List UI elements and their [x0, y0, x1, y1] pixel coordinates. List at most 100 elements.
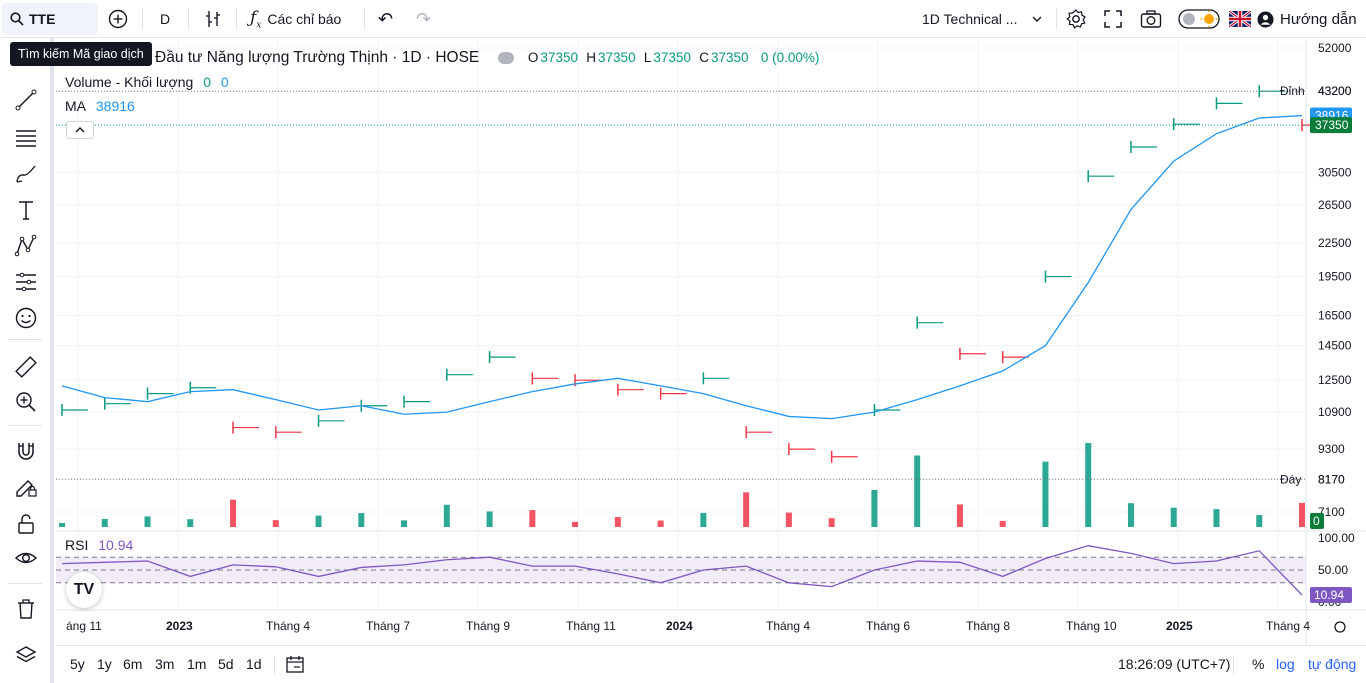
price-tick-label: 16500: [1318, 308, 1352, 322]
price-tick-label: 14500: [1318, 339, 1352, 353]
price-tick-label: 9300: [1318, 442, 1345, 456]
volume-bar: [1170, 507, 1177, 527]
volume-value-1: 0: [203, 74, 211, 90]
change-value: 0 (0.00%): [760, 50, 820, 65]
axis-settings-icon[interactable]: [1334, 621, 1346, 633]
pattern-icon: [14, 234, 37, 257]
range-1m-button[interactable]: 1m: [187, 656, 207, 672]
sun-toggle-icon: [1178, 9, 1220, 29]
volume-bar: [999, 520, 1006, 527]
hide-drawings-tool[interactable]: [10, 543, 42, 573]
indicators-button[interactable]: ƒx Các chỉ báo: [250, 0, 341, 38]
volume-bar: [401, 520, 408, 527]
gear-icon: [1066, 9, 1086, 29]
remove-drawings-tool[interactable]: [10, 594, 42, 624]
price-tick-label: 30500: [1318, 165, 1352, 179]
time-tick-label: 2025: [1166, 619, 1193, 633]
toolbar-divider: [188, 8, 189, 30]
measure-lines-icon: [16, 272, 36, 292]
fib-tool[interactable]: [10, 122, 42, 152]
range-5d-button[interactable]: 5d: [218, 656, 234, 672]
chart-type-button[interactable]: [203, 0, 223, 38]
trend-line-icon: [15, 89, 37, 111]
time-tick-label: áng 11: [66, 619, 102, 633]
ma-legend[interactable]: MA 38916: [65, 98, 137, 114]
toolbar-divider: [8, 339, 42, 340]
time-tick-label: Tháng 9: [466, 619, 510, 633]
zoom-tool[interactable]: [10, 387, 42, 417]
lock-drawings-tool[interactable]: [10, 509, 42, 539]
volume-bar: [1213, 509, 1220, 527]
volume-legend[interactable]: Volume - Khối lượng 0 0: [65, 74, 231, 90]
peak-label: Đỉnh: [1280, 84, 1305, 98]
peak-value: 43200: [1318, 84, 1352, 98]
ruler-tool[interactable]: [10, 352, 42, 382]
stay-drawing-tool[interactable]: [10, 472, 42, 502]
auto-scale-toggle[interactable]: tự động: [1308, 656, 1357, 672]
volume-bar: [272, 520, 279, 527]
lock-open-icon: [18, 514, 34, 534]
time-tick-label: Tháng 4: [1266, 619, 1310, 633]
search-icon: [10, 12, 24, 26]
volume-bar: [572, 521, 579, 527]
trash-icon: [18, 599, 34, 619]
layout-menu-button[interactable]: 1D Technical ...: [922, 0, 1043, 38]
volume-bar: [187, 519, 194, 527]
price-chart[interactable]: 52000 43200 30500 26500 22500 19500 16500 14500…: [56, 40, 1366, 644]
magnet-tool[interactable]: [10, 436, 42, 466]
range-1d-button[interactable]: 1d: [246, 656, 262, 672]
zoom-in-icon: [16, 392, 36, 412]
symbol-search-button[interactable]: TTE: [2, 3, 98, 35]
prediction-tool[interactable]: [10, 267, 42, 297]
screenshot-button[interactable]: [1140, 0, 1162, 38]
pattern-tool[interactable]: [10, 231, 42, 261]
fullscreen-button[interactable]: [1103, 0, 1123, 38]
text-tool[interactable]: [10, 195, 42, 225]
settings-button[interactable]: [1065, 0, 1087, 38]
ma-value: 38916: [95, 98, 135, 114]
undo-button[interactable]: ↶: [378, 0, 393, 38]
brush-icon: [16, 165, 36, 183]
calendar-icon: [286, 656, 304, 673]
trough-value: 8170: [1318, 472, 1345, 486]
emoji-tool[interactable]: [10, 303, 42, 333]
high-label: H: [586, 50, 597, 65]
theme-toggle[interactable]: [1178, 0, 1220, 38]
range-6m-button[interactable]: 6m: [123, 656, 143, 672]
compare-symbol-button[interactable]: [108, 0, 128, 38]
range-5y-button[interactable]: 5y: [70, 656, 85, 672]
interval-button[interactable]: D: [160, 0, 170, 38]
percent-scale-toggle[interactable]: %: [1252, 656, 1265, 672]
rsi-label: RSI: [65, 537, 89, 553]
collapse-legend-button[interactable]: [66, 121, 94, 139]
trend-line-tool[interactable]: [10, 85, 42, 115]
toolbar-divider: [274, 656, 275, 674]
language-button[interactable]: [1229, 0, 1251, 38]
volume-bar: [743, 492, 750, 527]
volume-bar: [486, 511, 493, 527]
rsi-legend[interactable]: RSI 10.94: [65, 537, 135, 553]
time-tick-label: Tháng 6: [866, 619, 910, 633]
log-scale-toggle[interactable]: log: [1276, 656, 1295, 672]
volume-bar: [230, 499, 237, 527]
chevron-down-icon: [1032, 16, 1042, 22]
brush-tool[interactable]: [10, 159, 42, 189]
object-tree-tool[interactable]: [10, 641, 42, 671]
volume-bar: [914, 455, 921, 527]
close-badge-bg: [1310, 117, 1352, 134]
help-button[interactable]: Hướng dẫn: [1257, 0, 1357, 38]
smiley-icon: [15, 307, 37, 329]
range-1y-button[interactable]: 1y: [97, 656, 112, 672]
range-3m-button[interactable]: 3m: [155, 656, 175, 672]
timezone-clock[interactable]: 18:26:09 (UTC+7): [1118, 656, 1231, 672]
toolbar-divider: [142, 8, 143, 30]
price-tick-label: 10900: [1318, 405, 1352, 419]
open-label: O: [527, 50, 539, 65]
low-label: L: [643, 50, 652, 65]
toolbar-divider: [8, 583, 42, 584]
goto-date-button[interactable]: [285, 654, 305, 677]
volume-bar: [529, 510, 536, 527]
redo-button[interactable]: ↷: [416, 0, 431, 38]
tradingview-logo[interactable]: TV: [66, 572, 102, 608]
drawing-toolbar: [0, 38, 54, 683]
